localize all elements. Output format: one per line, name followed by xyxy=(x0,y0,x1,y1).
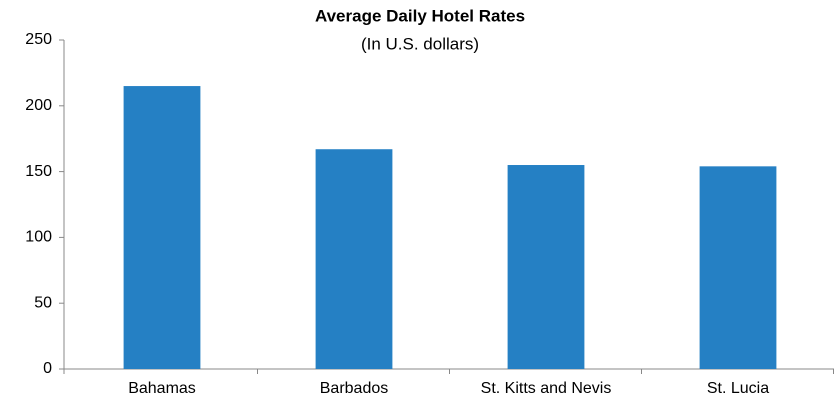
chart-title: Average Daily Hotel Rates xyxy=(315,6,525,25)
chart-subtitle: (In U.S. dollars) xyxy=(361,34,479,53)
y-tick-label: 100 xyxy=(25,229,52,246)
bar xyxy=(123,86,201,369)
bar xyxy=(507,165,585,369)
y-tick-label: 200 xyxy=(25,97,52,114)
y-tick-label: 0 xyxy=(43,360,52,377)
x-tick-label: Barbados xyxy=(320,380,389,397)
y-tick-label: 150 xyxy=(25,163,52,180)
bar xyxy=(315,149,393,369)
x-tick-label: Bahamas xyxy=(128,380,196,397)
x-tick-label: St. Lucia xyxy=(707,380,769,397)
y-tick-label: 250 xyxy=(25,31,52,48)
y-tick-label: 50 xyxy=(34,294,52,311)
x-tick-label: St. Kitts and Nevis xyxy=(481,380,612,397)
bar xyxy=(699,166,777,369)
